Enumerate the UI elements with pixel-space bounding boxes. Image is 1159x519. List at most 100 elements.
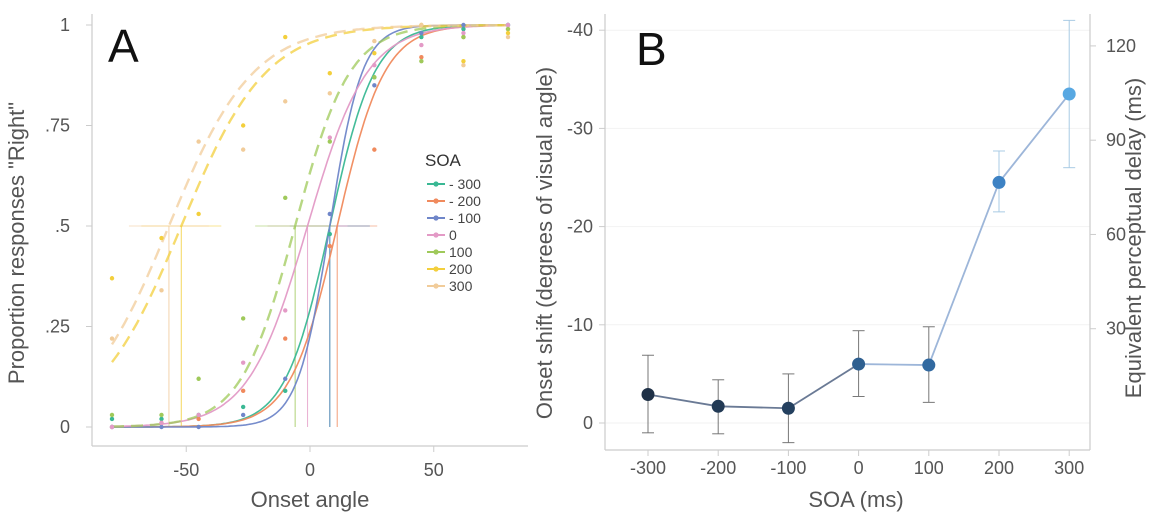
panel-a-y-label: Proportion responses "Right" — [4, 102, 29, 384]
panel-b-x-tick-label: -100 — [770, 458, 806, 478]
fit-curve — [111, 24, 508, 363]
series-segment — [927, 182, 1000, 366]
data-point — [109, 424, 115, 430]
series-segment — [858, 363, 929, 366]
panel-b-y2-tick-label: 60 — [1106, 224, 1126, 244]
data-point — [922, 358, 936, 372]
data-point — [372, 83, 377, 88]
panel-b-y-label: Onset shift (degrees of visual angle) — [532, 67, 557, 419]
data-point — [327, 211, 332, 217]
data-point — [327, 135, 332, 140]
panel-b: B 0 -10 -20 -30 -40 30 60 90 120 -300 -200 -100 0 100… — [532, 14, 1146, 512]
data-point — [283, 195, 288, 201]
data-point — [283, 376, 288, 381]
panel-a: A -50 0 500.25.5.751 SOA - 300- 200- 10001… — [4, 14, 528, 512]
data-point — [240, 412, 246, 418]
series-segment — [998, 93, 1070, 183]
data-point — [372, 38, 377, 44]
panel-b-y2-tick-label: 30 — [1106, 319, 1126, 339]
panel-a-x-tick-label: 50 — [424, 460, 444, 480]
panel-a-y-tick-label: .75 — [45, 116, 70, 136]
panel-b-x-tick-label: -300 — [630, 458, 666, 478]
data-point — [641, 388, 655, 402]
panel-b-y-tick-label: 0 — [583, 413, 593, 433]
panel-b-error-bars — [642, 19, 1076, 444]
data-point — [461, 26, 466, 32]
panel-a-y-tick-label: .25 — [45, 317, 70, 337]
data-point — [419, 58, 424, 64]
data-point — [196, 376, 201, 381]
data-point — [461, 22, 466, 28]
data-point — [196, 416, 201, 422]
data-point — [159, 424, 164, 430]
data-point — [505, 26, 511, 32]
panel-a-ticks: -50 0 50 0 .25 .5 .75 1 — [45, 15, 444, 480]
data-point — [419, 30, 424, 36]
data-point — [419, 54, 424, 60]
data-point — [372, 50, 377, 56]
panel-b-label: B — [636, 23, 667, 75]
legend-title: SOA — [425, 151, 462, 170]
data-point — [1062, 87, 1076, 101]
panel-b-ticks: 0 -10 -20 -30 -40 30 60 90 120 -300 -200 -100 0 100 20… — [567, 20, 1136, 478]
data-point — [159, 420, 164, 426]
panel-b-y2-tick-label: 90 — [1106, 130, 1126, 150]
legend-swatch-dot — [433, 232, 439, 238]
legend-swatch-dot — [433, 181, 439, 187]
data-point — [852, 357, 866, 371]
data-point — [240, 147, 246, 152]
data-point — [781, 401, 795, 415]
data-point — [109, 276, 115, 281]
data-point — [283, 388, 288, 394]
legend-swatch-dot — [433, 198, 439, 204]
panel-b-line — [647, 93, 1070, 410]
panel-a-y-tick-label: .5 — [55, 216, 70, 236]
data-point — [372, 147, 377, 152]
legend-swatch-dot — [433, 215, 439, 221]
data-point — [461, 34, 466, 40]
legend-entry: - 100 — [449, 210, 481, 226]
data-point — [461, 58, 466, 64]
legend-swatch-dot — [433, 266, 439, 272]
legend-entry: 200 — [449, 261, 473, 277]
data-point — [327, 91, 332, 96]
legend-entry: 300 — [449, 278, 473, 294]
data-point — [240, 123, 246, 128]
data-point — [461, 30, 466, 36]
legend-swatch-dot — [433, 249, 439, 255]
data-point — [505, 30, 511, 36]
data-point — [711, 399, 725, 413]
panel-b-y-tick-label: -40 — [567, 20, 593, 40]
legend-entry: 100 — [449, 244, 473, 260]
data-point — [419, 22, 424, 28]
data-point — [283, 34, 288, 40]
panel-b-points — [641, 87, 1076, 415]
data-point — [505, 34, 511, 40]
legend-entry: - 200 — [449, 193, 481, 209]
panel-b-x-tick-label: 100 — [914, 458, 944, 478]
data-point — [159, 288, 164, 293]
data-point — [240, 404, 246, 410]
data-point — [419, 42, 424, 48]
panel-b-x-tick-label: 200 — [984, 458, 1014, 478]
panel-a-x-label: Onset angle — [251, 487, 370, 512]
data-point — [283, 336, 288, 341]
data-point — [992, 175, 1006, 189]
panel-a-x-tick-label: -50 — [173, 460, 199, 480]
panel-b-y-tick-label: -30 — [567, 118, 593, 138]
panel-b-y2-label: Equivalent perceptual delay (ms) — [1121, 78, 1146, 398]
legend-entry: - 300 — [449, 176, 481, 192]
series-segment — [787, 363, 860, 410]
data-point — [240, 388, 246, 394]
data-point — [196, 412, 201, 418]
data-point — [196, 211, 201, 217]
panel-a-y-tick-label: 0 — [60, 417, 70, 437]
panel-b-x-tick-label: 300 — [1054, 458, 1084, 478]
data-point — [372, 62, 377, 68]
data-point — [327, 243, 332, 249]
data-point — [109, 416, 115, 422]
data-point — [159, 416, 164, 422]
series-segment — [647, 393, 719, 408]
